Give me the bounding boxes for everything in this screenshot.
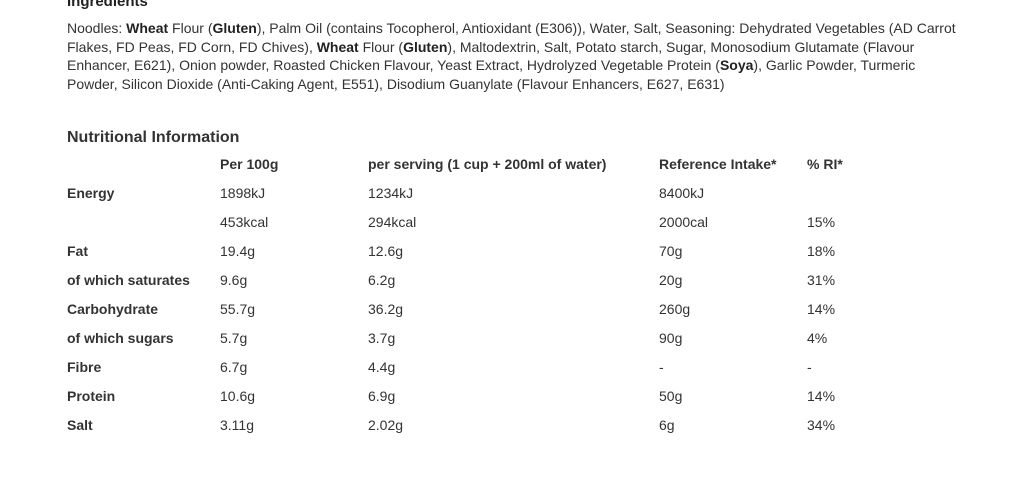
nutrient-value: -: [807, 359, 812, 375]
nutrient-label: Carbohydrate: [67, 301, 159, 317]
nutrient-value: 9.6g: [220, 272, 248, 288]
nutrient-value: 2.02g: [368, 417, 404, 433]
nutrient-label: Fat: [67, 243, 88, 259]
allergen-text: Soya: [719, 57, 754, 74]
table-row: Fat 19.4g 12.6g 70g 18%: [67, 237, 887, 266]
nutrient-value: 3.11g: [220, 417, 254, 433]
nutrient-value: -: [659, 359, 664, 375]
nutrient-value: [807, 179, 887, 208]
nutrient-value: 2000cal: [659, 214, 709, 230]
nutrient-value: 90g: [659, 330, 683, 346]
nutrient-value: 12.6g: [368, 243, 404, 259]
allergen-text: Gluten: [403, 38, 448, 55]
nutrient-label: of which sugars: [67, 330, 174, 346]
nutrient-value: 15%: [807, 214, 836, 230]
nutrient-value: 4%: [807, 330, 828, 346]
ingredient-text: ), Palm Oil (contains Tocopherol, Antiox…: [67, 20, 956, 55]
nutrient-value: 6.2g: [368, 272, 396, 288]
nutrient-value: 5.7g: [220, 330, 248, 346]
nutrient-value: 4.4g: [368, 359, 396, 375]
nutrient-value: 36.2g: [368, 301, 404, 317]
table-row: Energy 1898kJ 1234kJ 8400kJ: [67, 179, 887, 208]
table-row: Carbohydrate 55.7g 36.2g 260g 14%: [67, 295, 887, 324]
table-row: Fibre 6.7g 4.4g - -: [67, 353, 887, 382]
column-header: Reference Intake*: [659, 156, 777, 172]
ingredients-text: Noodles: Wheat Flour (Gluten), Palm Oil …: [67, 19, 957, 94]
nutrient-value: 6.7g: [220, 359, 248, 375]
column-header: [67, 150, 220, 179]
table-row: of which saturates 9.6g 6.2g 20g 31%: [67, 266, 887, 295]
nutrient-value: 14%: [807, 388, 836, 404]
nutrient-value: 19.4g: [220, 243, 256, 259]
nutrient-label: of which saturates: [67, 272, 190, 288]
table-row: of which sugars 5.7g 3.7g 90g 4%: [67, 324, 887, 353]
nutrient-value: 260g: [659, 301, 691, 317]
column-header: Per 100g: [220, 156, 279, 172]
nutrient-value: 453kcal: [220, 214, 269, 230]
nutrient-value: 20g: [659, 272, 683, 288]
nutrient-value: 8400kJ: [659, 185, 705, 201]
nutrient-label: Salt: [67, 417, 93, 433]
nutrient-value: 10.6g: [220, 388, 256, 404]
nutrient-value: 55.7g: [220, 301, 256, 317]
column-header: per serving (1 cup + 200ml of water): [368, 156, 607, 172]
nutrient-value: 6.9g: [368, 388, 396, 404]
ingredient-text: Noodles:: [67, 20, 127, 36]
nutrient-value: 294kcal: [368, 214, 417, 230]
ingredient-text: ), Maltodextrin, Salt, Potato starch, Su…: [67, 38, 915, 74]
ingredient-text: ), Garlic Powder, Turmeric Powder, Silic…: [67, 57, 916, 93]
table-row: Protein 10.6g 6.9g 50g 14%: [67, 382, 887, 411]
nutrient-value: 3.7g: [368, 330, 396, 346]
nutrient-label: Protein: [67, 388, 116, 404]
table-body: Energy 1898kJ 1234kJ 8400kJ 453kcal 294kcal 20…: [67, 179, 887, 440]
ingredient-text: Flour (: [358, 38, 404, 55]
nutrient-value: 1898kJ: [220, 185, 266, 201]
nutrient-value: 70g: [659, 243, 683, 259]
nutrient-value: 18%: [807, 243, 836, 259]
table-row: Salt 3.11g 2.02g 6g 34%: [67, 411, 887, 440]
nutrient-label: [67, 208, 220, 237]
table-header-row: Per 100g per serving (1 cup + 200ml of wa…: [67, 150, 887, 179]
nutrient-value: 6g: [659, 417, 675, 433]
allergen-text: Gluten: [212, 20, 257, 36]
nutrition-table: Per 100g per serving (1 cup + 200ml of wa…: [67, 150, 887, 440]
table-row: 453kcal 294kcal 2000cal 15%: [67, 208, 887, 237]
ingredients-heading: Ingredients: [67, 0, 148, 10]
allergen-text: Wheat: [126, 20, 169, 36]
allergen-text: Wheat: [316, 38, 359, 55]
ingredient-text: Flour (: [168, 20, 213, 36]
nutrient-value: 31%: [807, 272, 836, 288]
nutrition-heading: Nutritional Information: [67, 129, 240, 146]
nutrient-value: 1234kJ: [368, 185, 414, 201]
product-info: Ingredients Noodles: Wheat Flour (Gluten…: [67, 0, 967, 433]
nutrient-label: Energy: [67, 185, 115, 201]
nutrient-value: 14%: [807, 301, 836, 317]
nutrient-value: 50g: [659, 388, 683, 404]
column-header: % RI*: [807, 156, 843, 172]
nutrient-label: Fibre: [67, 359, 102, 375]
nutrient-value: 34%: [807, 417, 836, 433]
